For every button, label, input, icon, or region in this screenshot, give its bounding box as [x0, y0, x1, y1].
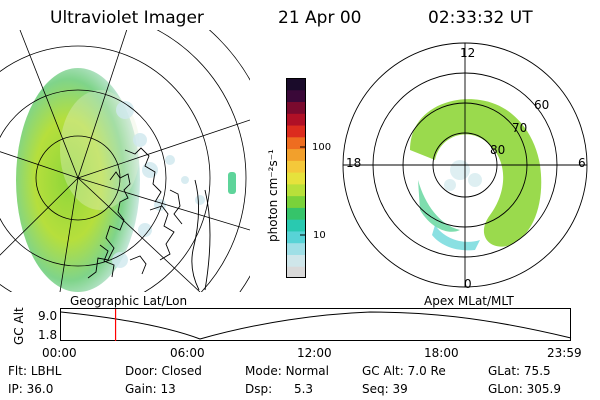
geographic-image: [0, 30, 250, 292]
colorbar-stripe: [286, 89, 306, 103]
colorbar-stripe: [286, 183, 306, 197]
time-label: 02:33:32 UT: [428, 8, 533, 28]
polar-plot: [342, 42, 588, 288]
timeline-xtick-2359: 23:59: [547, 346, 582, 360]
info-door-label: Door:: [125, 364, 158, 378]
info-gain-label: Gain:: [125, 382, 157, 396]
mlt-label-18: 18: [346, 156, 362, 170]
info-gcalt: GC Alt: 7.0 Re: [362, 364, 446, 378]
colorbar-stripe: [286, 148, 306, 161]
info-mode-label: Mode:: [245, 364, 282, 378]
timeline-right-title: Apex MLat/MLT: [424, 294, 514, 308]
info-ip-value: 36.0: [26, 382, 54, 396]
colorbar-stripe: [286, 125, 306, 138]
altitude-curve: [60, 311, 572, 340]
info-glon: GLon: 305.9: [488, 382, 561, 396]
timeline-xtick-1200: 12:00: [297, 346, 332, 360]
timeline-xtick-0000: 00:00: [42, 346, 77, 360]
info-mode-value: Normal: [285, 364, 329, 378]
colorbar-stripe: [286, 219, 306, 232]
info-door: Door: Closed: [125, 364, 202, 378]
colorbar-stripe: [286, 172, 306, 185]
mlt-label-12: 12: [460, 46, 476, 60]
info-glat-value: 75.5: [523, 364, 551, 378]
mlat-label-60: 60: [534, 98, 550, 112]
timeline-xtick-1800: 18:00: [424, 346, 459, 360]
colorbar-stripe: [286, 113, 306, 126]
timeline-y-axis-label: GC Alt: [12, 307, 26, 345]
timeline-xtick-0600: 06:00: [170, 346, 205, 360]
colorbar-tick-100: 100: [312, 142, 332, 153]
aurora-patch: [228, 172, 236, 194]
mlat-label-70: 70: [512, 121, 528, 135]
info-glon-value: 305.9: [526, 382, 561, 396]
colorbar-stripe: [286, 242, 306, 255]
info-seq-label: Seq:: [362, 382, 389, 396]
info-seq-value: 39: [392, 382, 408, 396]
info-seq: Seq: 39: [362, 382, 408, 396]
mlt-label-6: 6: [578, 156, 586, 170]
colorbar-stripe: [286, 207, 306, 220]
info-door-value: Closed: [161, 364, 202, 378]
colorbar-stripe: [286, 230, 306, 244]
mlt-label-0: 0: [464, 277, 472, 291]
colorbar-stripe: [286, 254, 306, 267]
colorbar-stripe: [286, 160, 306, 173]
info-gcalt-value: 7.0 Re: [407, 364, 446, 378]
info-dsp: Dsp: 5.3: [245, 382, 313, 396]
info-gain: Gain: 13: [125, 382, 176, 396]
timeline-left-title: Geographic Lat/Lon: [70, 294, 188, 308]
info-filter: Flt: LBHL: [8, 364, 61, 378]
info-glon-label: GLon:: [488, 382, 523, 396]
info-gcalt-label: GC Alt:: [362, 364, 404, 378]
altitude-timeline: [60, 308, 572, 341]
colorbar-stripe: [286, 101, 306, 114]
info-filter-value: LBHL: [30, 364, 62, 378]
colorbar-stripe: [286, 195, 306, 208]
mlat-label-80: 80: [490, 143, 506, 157]
info-glat-label: GLat:: [488, 364, 521, 378]
app-title: Ultraviolet Imager: [50, 8, 204, 28]
info-ip: IP: 36.0: [8, 382, 53, 396]
info-filter-label: Flt:: [8, 364, 27, 378]
info-dsp-value: 5.3: [293, 382, 314, 396]
color-bar: [286, 78, 306, 278]
timeline-ytick-low: 1.8: [38, 328, 58, 342]
timeline-ytick-high: 9.0: [38, 309, 58, 323]
info-gain-value: 13: [160, 382, 176, 396]
colorbar-stripe: [286, 78, 306, 91]
date-label: 21 Apr 00: [278, 8, 362, 28]
colorbar-unit-label: photon cm⁻²s⁻¹: [266, 149, 280, 242]
colorbar-stripe: [286, 136, 306, 150]
colorbar-stripe: [286, 266, 306, 278]
info-dsp-label: Dsp:: [245, 382, 273, 396]
info-ip-label: IP:: [8, 382, 23, 396]
info-glat: GLat: 75.5: [488, 364, 551, 378]
colorbar-tick-10: 10: [313, 230, 326, 241]
info-mode: Mode: Normal: [245, 364, 329, 378]
